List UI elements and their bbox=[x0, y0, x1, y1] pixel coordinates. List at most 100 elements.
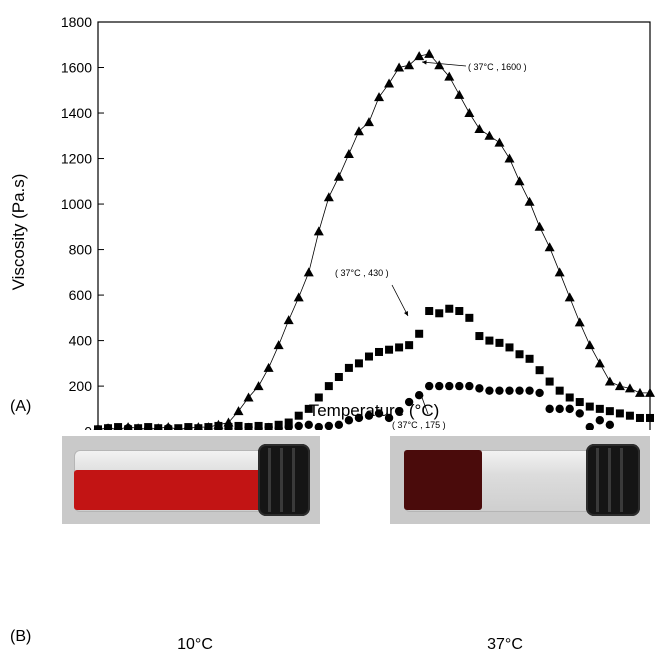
circle-point bbox=[133, 425, 143, 430]
square-point bbox=[505, 343, 514, 352]
triangle-point bbox=[554, 267, 565, 277]
triangle-point bbox=[343, 148, 354, 158]
triangle-point bbox=[233, 406, 244, 416]
data-marks bbox=[93, 48, 655, 430]
circle-point bbox=[254, 424, 263, 430]
square-point bbox=[324, 382, 333, 391]
triangle-point bbox=[564, 292, 575, 302]
circle-point bbox=[565, 404, 574, 414]
triangle-point bbox=[263, 362, 274, 372]
square-point bbox=[595, 404, 604, 413]
square-point bbox=[445, 304, 454, 313]
square-point bbox=[314, 393, 323, 402]
arrow-head bbox=[404, 311, 408, 316]
arrow-head bbox=[422, 60, 427, 65]
circle-point bbox=[535, 388, 544, 398]
y-tick-label: 600 bbox=[69, 287, 93, 303]
circle-point bbox=[164, 424, 173, 430]
square-point bbox=[294, 411, 303, 420]
square-point bbox=[334, 373, 343, 382]
circle-point bbox=[505, 386, 514, 395]
square-point bbox=[475, 332, 484, 341]
circle-point bbox=[384, 413, 394, 423]
annotation-arrow bbox=[421, 61, 467, 67]
circle-point bbox=[334, 420, 344, 429]
circle-point bbox=[123, 424, 133, 430]
circle-point bbox=[274, 424, 283, 430]
triangle-point bbox=[514, 176, 525, 186]
circle-point bbox=[154, 425, 163, 430]
triangle-point bbox=[614, 381, 625, 391]
annotations: ( 37°C , 1600 ) ( 37°C , 430 ) ( 37°C , 17… bbox=[335, 60, 527, 430]
circle-point bbox=[304, 420, 313, 429]
triangle-point bbox=[464, 108, 475, 118]
circle-point bbox=[445, 381, 454, 391]
square-point bbox=[364, 352, 373, 361]
annotation-arrow bbox=[391, 284, 409, 317]
annotation-label: ( 37°C , 430 ) bbox=[335, 268, 389, 278]
y-axis-title: Viscosity (Pa.s) bbox=[9, 174, 28, 291]
y-tick-label: 200 bbox=[69, 378, 93, 394]
square-point bbox=[555, 386, 564, 395]
square-point bbox=[575, 398, 584, 407]
circle-point bbox=[294, 421, 303, 430]
circle-point bbox=[404, 397, 414, 407]
y-tick-label: 1200 bbox=[61, 151, 92, 167]
circle-point bbox=[485, 386, 494, 395]
circle-point bbox=[515, 386, 524, 395]
triangle-point bbox=[394, 62, 405, 72]
y-tick-label: 1800 bbox=[61, 14, 92, 30]
vial-cap bbox=[258, 444, 310, 516]
vial-photo-10c bbox=[62, 436, 320, 524]
y-tick-label: 1000 bbox=[61, 196, 92, 212]
axis-ticks: 1020304050600200400600800100012001400160… bbox=[61, 14, 104, 430]
triangle-point bbox=[444, 71, 455, 81]
triangle-point bbox=[424, 48, 435, 58]
panel-b-label: (B) bbox=[10, 628, 32, 645]
square-point bbox=[495, 338, 504, 347]
triangle-point bbox=[604, 376, 615, 386]
square-point bbox=[405, 341, 414, 350]
triangle-point bbox=[534, 221, 545, 231]
circle-point bbox=[204, 424, 213, 430]
circle-point bbox=[455, 381, 464, 391]
square-point bbox=[425, 307, 434, 316]
y-tick-label: 1400 bbox=[61, 105, 92, 121]
triangle-point bbox=[634, 387, 645, 397]
triangle-point bbox=[384, 78, 395, 88]
square-point bbox=[545, 377, 554, 386]
circle-point bbox=[214, 425, 223, 430]
circle-point bbox=[575, 409, 584, 418]
circle-point bbox=[324, 421, 334, 430]
y-tick-label: 400 bbox=[69, 333, 93, 349]
square-point bbox=[375, 347, 384, 356]
triangle-point bbox=[544, 242, 555, 252]
square-point bbox=[535, 366, 544, 375]
series-line bbox=[97, 53, 650, 430]
triangle-point bbox=[313, 226, 324, 236]
y-tick-label: 0 bbox=[84, 424, 92, 430]
vial-liquid bbox=[74, 470, 262, 510]
square-point bbox=[515, 350, 524, 359]
circle-point bbox=[475, 384, 484, 393]
circle-point bbox=[394, 406, 404, 416]
y-tick-label: 800 bbox=[69, 242, 93, 258]
triangle-point bbox=[404, 60, 415, 70]
square-point bbox=[284, 418, 293, 427]
circle-point bbox=[374, 409, 384, 418]
square-point bbox=[615, 409, 624, 418]
circle-point bbox=[174, 425, 183, 430]
circle-point bbox=[314, 422, 323, 430]
annotation-label: ( 37°C , 175 ) bbox=[392, 420, 446, 430]
triangle-point bbox=[293, 292, 304, 302]
triangle-point bbox=[645, 387, 655, 397]
triangle-point bbox=[363, 117, 374, 127]
circle-point bbox=[435, 381, 444, 391]
circle-point bbox=[284, 422, 293, 430]
arrow-head bbox=[419, 392, 424, 397]
square-point bbox=[635, 413, 644, 422]
x-axis-title: Temperature (°C) bbox=[309, 401, 440, 420]
triangle-point bbox=[243, 392, 254, 402]
circle-point bbox=[585, 422, 594, 430]
square-point bbox=[646, 413, 654, 422]
